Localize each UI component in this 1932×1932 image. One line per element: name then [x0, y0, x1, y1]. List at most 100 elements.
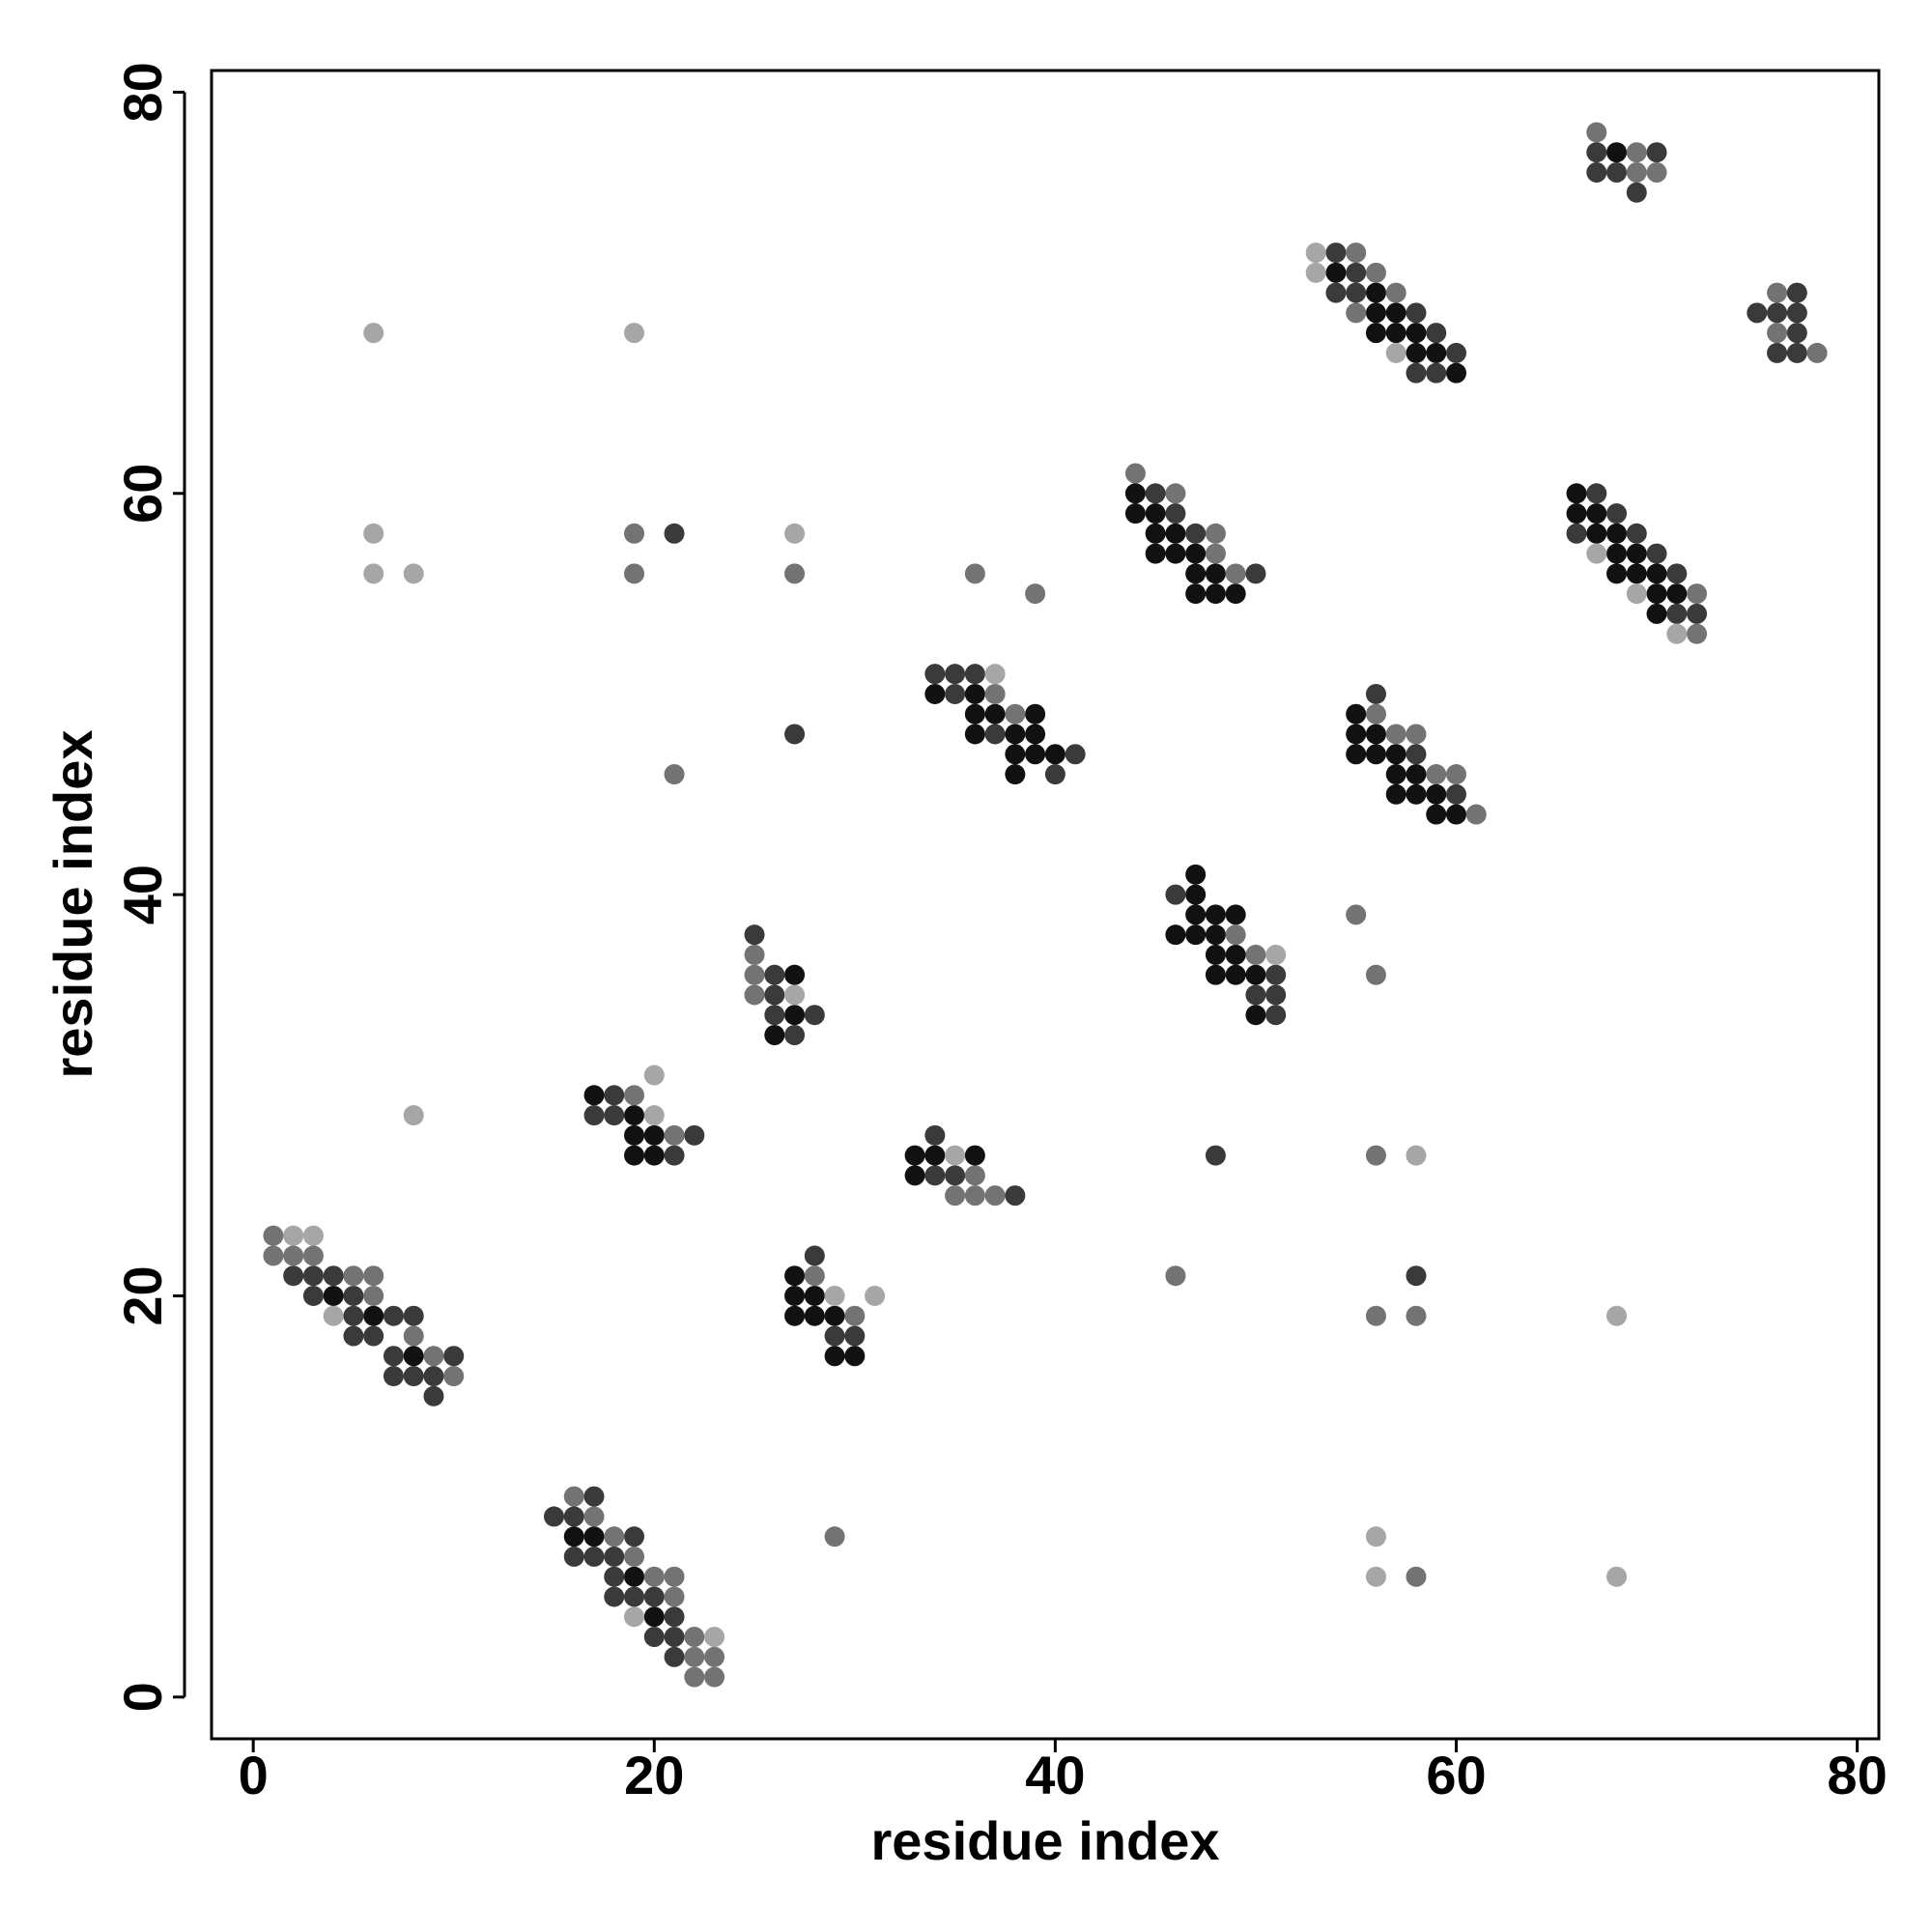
contact-point [1205, 523, 1226, 544]
contact-point [363, 1325, 384, 1347]
contact-point [1406, 1265, 1427, 1287]
contact-point [1626, 142, 1647, 163]
contact-point [1346, 282, 1367, 303]
contact-point [363, 1305, 384, 1326]
contact-point [1005, 1185, 1026, 1207]
contact-point [945, 1185, 966, 1207]
contact-point [964, 1185, 985, 1207]
contact-point [604, 1586, 625, 1607]
contact-point [423, 1366, 444, 1387]
contact-point [403, 563, 424, 584]
contact-point [263, 1225, 284, 1246]
contact-point [583, 1526, 605, 1548]
contact-point [1145, 483, 1166, 504]
contact-point [744, 964, 765, 985]
contact-point [664, 1124, 685, 1146]
contact-point [323, 1285, 344, 1306]
contact-point [1165, 884, 1186, 905]
contact-point [1646, 603, 1667, 624]
contact-point [643, 1105, 665, 1126]
contact-point [684, 1646, 705, 1667]
contact-point [1566, 523, 1587, 544]
contact-point [984, 683, 1006, 704]
contact-point [784, 1265, 806, 1287]
contact-point [904, 1165, 925, 1186]
contact-point [1346, 724, 1367, 745]
contact-point [1185, 543, 1207, 564]
contact-point [302, 1285, 324, 1306]
contact-point [1426, 783, 1447, 805]
contact-point [1586, 543, 1607, 564]
contact-point [1145, 523, 1166, 544]
contact-point [283, 1245, 304, 1266]
contact-point [865, 1285, 886, 1306]
contact-point [403, 1346, 424, 1367]
contact-point [1646, 142, 1667, 163]
contact-point [1406, 362, 1427, 384]
contact-point [1406, 342, 1427, 363]
contact-point [784, 563, 806, 584]
contact-point [945, 664, 966, 685]
contact-point [1606, 1305, 1628, 1326]
contact-point [1346, 904, 1367, 925]
contact-point [1165, 543, 1186, 564]
contact-point [443, 1366, 465, 1387]
contact-point [684, 1666, 705, 1688]
contact-point [1626, 182, 1647, 203]
contact-point [1005, 724, 1026, 745]
contact-point [1606, 543, 1628, 564]
contact-point [1165, 523, 1186, 544]
contact-point [1185, 563, 1207, 584]
contact-point [604, 1085, 625, 1106]
contact-point [1586, 142, 1607, 163]
contact-point [784, 964, 806, 985]
contact-point [684, 1627, 705, 1648]
contact-point [1687, 603, 1708, 624]
contact-point [1124, 483, 1146, 504]
contact-point [343, 1285, 364, 1306]
contact-point [1606, 1566, 1628, 1587]
contact-point [964, 683, 985, 704]
plot-frame [210, 69, 1881, 1741]
contact-point [1044, 744, 1065, 765]
y-axis-title: residue index [43, 729, 103, 1078]
contact-point [664, 1586, 685, 1607]
contact-point [604, 1105, 625, 1126]
contact-point [1185, 864, 1207, 885]
contact-point [283, 1225, 304, 1246]
contact-point [704, 1627, 725, 1648]
contact-point [1225, 904, 1246, 925]
contact-point [1406, 302, 1427, 324]
contact-point [323, 1305, 344, 1326]
contact-point [1365, 282, 1386, 303]
contact-point [945, 683, 966, 704]
contact-point [443, 1346, 465, 1367]
contact-point [1365, 1145, 1386, 1166]
contact-point [1586, 523, 1607, 544]
contact-point [323, 1265, 344, 1287]
contact-point [664, 1627, 685, 1648]
contact-point [1025, 744, 1046, 765]
contact-point [804, 1245, 825, 1266]
contact-point [1385, 342, 1406, 363]
contact-point [1666, 583, 1688, 605]
contact-point [1365, 1305, 1386, 1326]
contact-point [1445, 362, 1466, 384]
contact-point [1445, 764, 1466, 785]
contact-point [624, 523, 645, 544]
contact-point [984, 724, 1006, 745]
contact-point [624, 1085, 645, 1106]
contact-point [1365, 262, 1386, 283]
contact-point [1786, 282, 1807, 303]
contact-point [1385, 282, 1406, 303]
contact-point [1165, 503, 1186, 525]
contact-point [1025, 703, 1046, 724]
contact-point [1426, 764, 1447, 785]
contact-point [984, 703, 1006, 724]
contact-point [1786, 342, 1807, 363]
contact-point [624, 1105, 645, 1126]
contact-point [583, 1506, 605, 1527]
contact-point [1365, 744, 1386, 765]
contact-point [1365, 683, 1386, 704]
contact-point [1385, 744, 1406, 765]
